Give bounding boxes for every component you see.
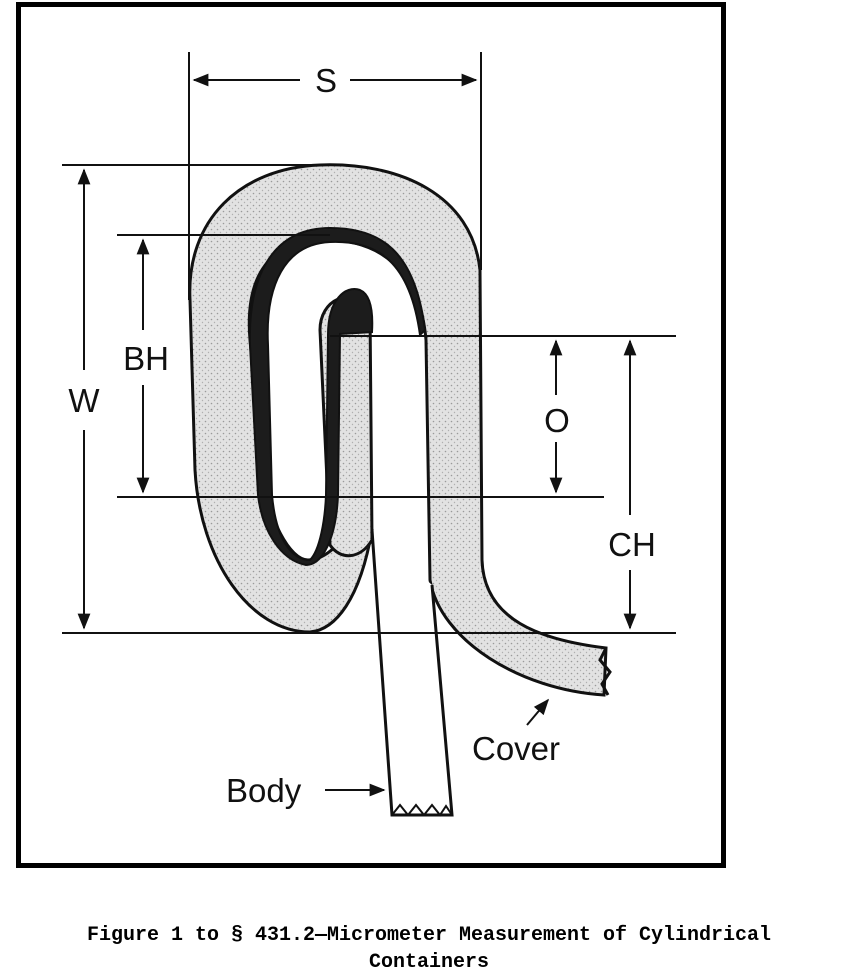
- label-ch: CH: [608, 526, 656, 563]
- body-hook: [248, 226, 427, 567]
- cover-pointer-arrow: [526, 698, 550, 726]
- label-o: O: [544, 402, 570, 439]
- label-s: S: [315, 62, 337, 99]
- cover-torn-end: [598, 647, 612, 696]
- label-w: W: [68, 382, 100, 419]
- label-body: Body: [226, 772, 302, 809]
- body-wall-break: [391, 803, 453, 817]
- body-wall: [370, 529, 454, 817]
- caption-line-1: Figure 1 to § 431.2—Micrometer Measureme…: [86, 924, 772, 947]
- caption-line-2: Containers: [368, 951, 490, 974]
- label-bh: BH: [123, 340, 169, 377]
- label-cover: Cover: [472, 730, 560, 767]
- figure-caption: Figure 1 to § 431.2—Micrometer Measureme…: [0, 922, 858, 976]
